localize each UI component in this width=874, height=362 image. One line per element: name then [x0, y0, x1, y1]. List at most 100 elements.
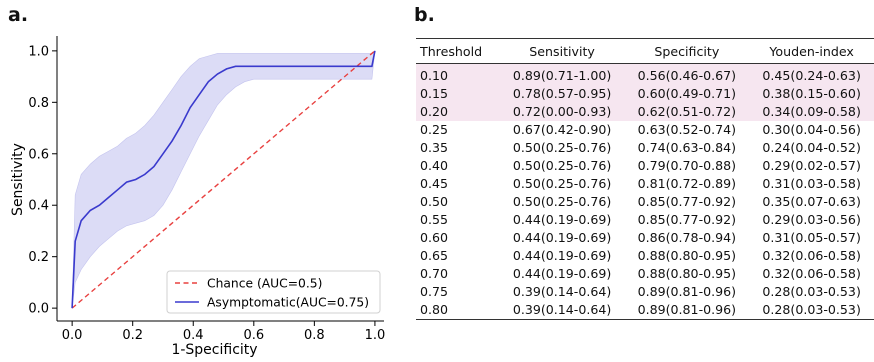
table-cell: 0.39(0.14-0.64) — [512, 284, 612, 299]
table-cell: 0.89(0.81-0.96) — [624, 301, 750, 320]
table-cell: 0.88(0.80-0.95) — [637, 248, 737, 263]
legend-box — [166, 270, 381, 314]
table-cell: 0.24(0.04-0.52) — [762, 140, 861, 155]
table-row: 0.45 0.50(0.25-0.76) 0.81(0.72-0.89) 0.31(0… — [416, 175, 874, 193]
table-cell: 0.79(0.70-0.88) — [637, 158, 737, 173]
panel-b-label: b. — [414, 4, 435, 26]
table-cell: 0.34(0.09-0.58) — [749, 103, 874, 121]
table-cell: 0.45(0.24-0.63) — [749, 63, 874, 85]
table-row: 0.70 0.44(0.19-0.69) 0.88(0.80-0.95) 0.32(0… — [416, 265, 874, 283]
table-cell: 0.75 — [420, 284, 449, 299]
table-cell: 0.10 — [416, 63, 500, 85]
table-cell: 0.70 — [420, 266, 449, 281]
table-cell: 0.15 — [416, 85, 500, 103]
table-cell: 0.50(0.25-0.76) — [512, 140, 612, 155]
x-tick-label: 0.6 — [243, 328, 264, 343]
table-header-row: Threshold Sensitivity Specificity Youden-in… — [416, 38, 874, 64]
table-row: 0.55 0.44(0.19-0.69) 0.85(0.77-0.92) 0.29(0… — [416, 211, 874, 229]
table-cell: 0.31(0.05-0.57) — [762, 230, 861, 245]
table-cell: 0.44(0.19-0.69) — [512, 266, 612, 281]
table-cell: 0.88(0.80-0.95) — [637, 266, 737, 281]
table-cell: 0.50 — [420, 194, 449, 209]
x-tick-label: 0.0 — [62, 328, 83, 343]
table-cell: 0.60 — [420, 230, 449, 245]
table-cell: 0.86(0.78-0.94) — [637, 230, 737, 245]
table-row: 0.40 0.50(0.25-0.76) 0.79(0.70-0.88) 0.29(0… — [416, 157, 874, 175]
table-cell: 0.72(0.00-0.93) — [499, 103, 625, 121]
column-header-threshold: Threshold — [416, 38, 500, 64]
table-row: 0.10 0.89(0.71-1.00) 0.56(0.46-0.67) 0.45(0… — [416, 63, 874, 85]
table-cell: 0.44(0.19-0.69) — [512, 212, 612, 227]
table-cell: 0.50(0.25-0.76) — [512, 194, 612, 209]
table-row: 0.25 0.67(0.42-0.90) 0.63(0.52-0.74) 0.30(0… — [416, 121, 874, 139]
table-row: 0.15 0.78(0.57-0.95) 0.60(0.49-0.71) 0.38(0… — [416, 85, 874, 103]
table-cell: 0.39(0.14-0.64) — [499, 301, 625, 320]
y-tick-label: 0.0 — [28, 302, 49, 317]
table-cell: 0.74(0.63-0.84) — [637, 140, 737, 155]
table-cell: 0.89(0.81-0.96) — [637, 284, 737, 299]
table-cell: 0.29(0.02-0.57) — [762, 158, 861, 173]
chance-line — [71, 50, 376, 309]
column-header-specificity: Specificity — [624, 38, 750, 64]
table-cell: 0.40 — [420, 158, 449, 173]
table-body: 0.10 0.89(0.71-1.00) 0.56(0.46-0.67) 0.45(0… — [416, 63, 874, 320]
y-axis-label: Sensitivity — [10, 143, 26, 216]
column-header-youden-index: Youden-index — [749, 38, 874, 64]
table-cell: 0.81(0.72-0.89) — [637, 176, 737, 191]
y-tick-label: 0.8 — [28, 96, 49, 111]
y-tick-label: 1.0 — [28, 44, 49, 59]
table-cell: 0.67(0.42-0.90) — [512, 122, 612, 137]
x-tick-label: 0.2 — [122, 328, 143, 343]
table-row: 0.75 0.39(0.14-0.64) 0.89(0.81-0.96) 0.28(0… — [416, 283, 874, 301]
x-tick-label: 0.8 — [304, 328, 325, 343]
roc-chart: 0.0 0.2 0.4 0.6 0.8 1.0 0.0 0.2 0.4 0.6 0.8 1.0 1-Sp… — [10, 36, 386, 358]
table-cell: 0.62(0.51-0.72) — [624, 103, 750, 121]
table-cell: 0.50(0.25-0.76) — [512, 158, 612, 173]
table-cell: 0.32(0.06-0.58) — [762, 248, 861, 263]
roc-panel: a. 0.0 0.2 0.4 0.6 0.8 1.0 0.0 0.2 0.4 0.6 0.8 1.0 1… — [0, 0, 400, 358]
table-cell: 0.30(0.04-0.56) — [762, 122, 861, 137]
table-row: 0.50 0.50(0.25-0.76) 0.85(0.77-0.92) 0.35(0… — [416, 193, 874, 211]
table-cell: 0.32(0.06-0.58) — [762, 266, 861, 281]
table-cell: 0.50(0.25-0.76) — [512, 176, 612, 191]
panel-a-label: a. — [8, 4, 29, 26]
column-header-sensitivity: Sensitivity — [499, 38, 625, 64]
table-cell: 0.55 — [420, 212, 449, 227]
results-table: Threshold Sensitivity Specificity Youden-in… — [416, 38, 874, 320]
y-tick-label: 0.2 — [28, 250, 49, 265]
legend-label-chance: Chance (AUC=0.5) — [207, 277, 322, 291]
legend-label-asymptomatic: Asymptomatic(AUC=0.75) — [207, 296, 369, 310]
table-cell: 0.78(0.57-0.95) — [499, 85, 625, 103]
table-row: 0.65 0.44(0.19-0.69) 0.88(0.80-0.95) 0.32(0… — [416, 247, 874, 265]
table-cell: 0.85(0.77-0.92) — [637, 194, 737, 209]
table-cell: 0.38(0.15-0.60) — [749, 85, 874, 103]
table-row: 0.60 0.44(0.19-0.69) 0.86(0.78-0.94) 0.31(0… — [416, 229, 874, 247]
table-cell: 0.29(0.03-0.56) — [762, 212, 861, 227]
table-cell: 0.85(0.77-0.92) — [637, 212, 737, 227]
table-cell: 0.25 — [420, 122, 449, 137]
x-tick-label: 1.0 — [365, 328, 386, 343]
x-tick-label: 0.4 — [183, 328, 204, 343]
table-cell: 0.60(0.49-0.71) — [624, 85, 750, 103]
table-cell: 0.63(0.52-0.74) — [637, 122, 737, 137]
x-axis-label: 1-Specificity — [171, 342, 257, 358]
table-cell: 0.56(0.46-0.67) — [624, 63, 750, 85]
table-cell: 0.35(0.07-0.63) — [762, 194, 861, 209]
results-panel: b. Threshold Sensitivity Specificity Youden… — [408, 0, 874, 358]
table-cell: 0.44(0.19-0.69) — [512, 230, 612, 245]
y-tick-label: 0.6 — [28, 147, 49, 162]
table-cell: 0.89(0.71-1.00) — [499, 63, 625, 85]
y-tick-label: 0.4 — [28, 199, 49, 214]
table-cell: 0.35 — [420, 140, 449, 155]
table-row: 0.20 0.72(0.00-0.93) 0.62(0.51-0.72) 0.34(0… — [416, 103, 874, 121]
table-cell: 0.31(0.03-0.58) — [762, 176, 861, 191]
table-cell: 0.65 — [420, 248, 449, 263]
table-row: 0.80 0.39(0.14-0.64) 0.89(0.81-0.96) 0.28(0… — [416, 301, 874, 320]
table-row: 0.35 0.50(0.25-0.76) 0.74(0.63-0.84) 0.24(0… — [416, 139, 874, 157]
table-cell: 0.80 — [416, 301, 500, 320]
table-cell: 0.28(0.03-0.53) — [762, 284, 861, 299]
table-cell: 0.44(0.19-0.69) — [512, 248, 612, 263]
table-cell: 0.45 — [420, 176, 449, 191]
table-cell: 0.28(0.03-0.53) — [749, 301, 874, 320]
table-cell: 0.20 — [416, 103, 500, 121]
